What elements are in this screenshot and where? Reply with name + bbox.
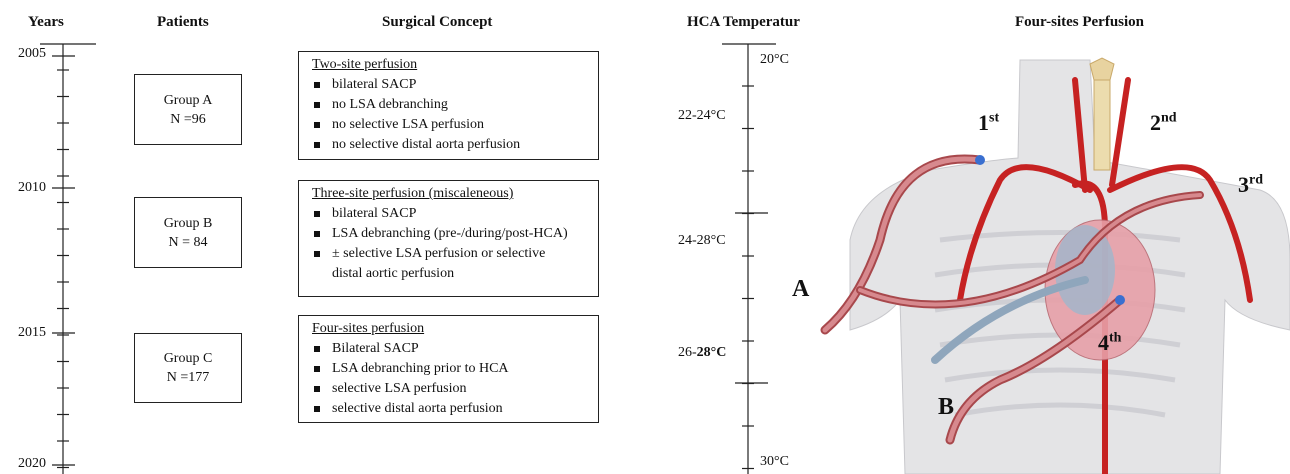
concept-item: LSA debranching prior to HCA	[312, 359, 577, 379]
concept-item: no LSA debranching	[312, 95, 577, 115]
year-label: 2020	[18, 456, 46, 471]
concept-list: Bilateral SACP LSA debranching prior to …	[312, 339, 598, 419]
site-number: 1	[978, 110, 989, 135]
group-n: N = 84	[168, 234, 208, 250]
concept-item: LSA debranching (pre-/during/post-HCA)	[312, 224, 577, 244]
group-box: Group C N =177	[134, 333, 242, 403]
site-suffix: rd	[1249, 172, 1263, 188]
group-name: Group B	[163, 215, 213, 231]
temperature-label: 24-28°C	[678, 233, 726, 248]
site-number: 4	[1098, 330, 1109, 355]
group-box: Group A N =96	[134, 74, 242, 145]
concept-box: Four-sites perfusion Bilateral SACP LSA …	[298, 315, 599, 423]
temperature-label: 26-28°C	[678, 345, 726, 361]
timeline-axes	[40, 43, 776, 474]
concept-item: selective distal aorta perfusion	[312, 399, 577, 419]
site-label: 4th	[1098, 330, 1121, 356]
group-n: N =177	[166, 370, 210, 385]
site-number: 3	[1238, 172, 1249, 197]
group-n: N =96	[170, 111, 206, 127]
concept-title: Four-sites perfusion	[312, 321, 425, 336]
year-label: 2005	[18, 46, 46, 61]
concept-item: bilateral SACP	[312, 204, 577, 224]
temperature-label: 20°C	[760, 52, 789, 67]
site-label: 1st	[978, 110, 999, 136]
cannula-label: A	[792, 276, 810, 302]
year-label: 2010	[18, 180, 46, 195]
site-label: 3rd	[1238, 172, 1263, 198]
concept-item: no selective distal aorta perfusion	[312, 135, 577, 155]
illustration	[820, 57, 1290, 474]
site-suffix: th	[1109, 330, 1122, 346]
group-name: Group A	[163, 92, 213, 108]
group-name: Group C	[163, 351, 213, 366]
year-label: 2015	[18, 325, 46, 340]
header-patients: Patients	[157, 14, 209, 30]
site-suffix: st	[989, 110, 1000, 126]
concept-item: selective LSA perfusion	[312, 379, 577, 399]
header-illustration: Four-sites Perfusion	[1015, 14, 1145, 30]
site-label: 2nd	[1150, 110, 1177, 136]
header-temperature: HCA Temperatur	[687, 14, 800, 30]
header-concept: Surgical Concept	[382, 14, 493, 30]
temperature-label: 22-24°C	[678, 108, 726, 123]
concept-list: bilateral SACP no LSA debranching no sel…	[312, 75, 598, 155]
temperature-prefix: 26-	[678, 345, 697, 360]
concept-item: bilateral SACP	[312, 75, 577, 95]
temperature-label: 30°C	[760, 454, 789, 469]
group-box: Group B N = 84	[134, 197, 242, 268]
site-suffix: nd	[1161, 110, 1177, 126]
concept-item: no selective LSA perfusion	[312, 115, 577, 135]
concept-box: Two-site perfusion bilateral SACP no LSA…	[298, 51, 599, 160]
concept-title: Two-site perfusion	[312, 57, 418, 72]
concept-title: Three-site perfusion (miscaleneous)	[312, 186, 514, 201]
site-number: 2	[1150, 110, 1161, 135]
concept-item: Bilateral SACP	[312, 339, 577, 359]
header-years: Years	[28, 14, 64, 30]
concept-list: bilateral SACP LSA debranching (pre-/dur…	[312, 204, 598, 284]
temperature-bold: 28°C	[696, 345, 727, 360]
cannula-label: B	[938, 394, 955, 420]
concept-item: ± selective LSA perfusion or selective d…	[312, 244, 577, 284]
concept-box: Three-site perfusion (miscaleneous) bila…	[298, 180, 599, 297]
